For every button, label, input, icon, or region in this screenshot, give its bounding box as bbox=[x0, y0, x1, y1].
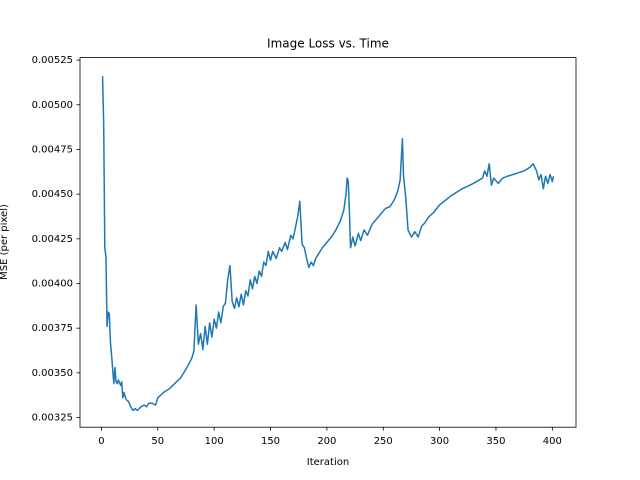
y-tick-label: 0.00500 bbox=[32, 100, 73, 111]
x-tick-label: 200 bbox=[317, 436, 336, 447]
y-tick-label: 0.00375 bbox=[32, 323, 73, 334]
x-tick-label: 0 bbox=[98, 436, 104, 447]
x-tick-label: 150 bbox=[261, 436, 280, 447]
y-tick-label: 0.00525 bbox=[32, 55, 73, 66]
line-series bbox=[101, 76, 555, 412]
plot-frame bbox=[79, 57, 577, 428]
x-tick-label: 400 bbox=[543, 436, 562, 447]
y-tick-label: 0.00450 bbox=[32, 189, 73, 200]
x-axis-label: Iteration bbox=[307, 457, 349, 468]
y-tick-label: 0.00325 bbox=[32, 413, 73, 424]
y-tick-label: 0.00350 bbox=[32, 368, 73, 379]
y-axis-label: MSE (per pixel) bbox=[0, 204, 10, 280]
x-tick-label: 50 bbox=[151, 436, 164, 447]
x-tick-label: 100 bbox=[205, 436, 224, 447]
x-tick-label: 300 bbox=[430, 436, 449, 447]
y-tick-label: 0.00400 bbox=[32, 279, 73, 290]
x-tick-label: 350 bbox=[486, 436, 505, 447]
y-tick-label: 0.00475 bbox=[32, 144, 73, 155]
chart-title: Image Loss vs. Time bbox=[267, 37, 389, 51]
x-tick-label: 250 bbox=[374, 436, 393, 447]
y-tick-label: 0.00425 bbox=[32, 234, 73, 245]
